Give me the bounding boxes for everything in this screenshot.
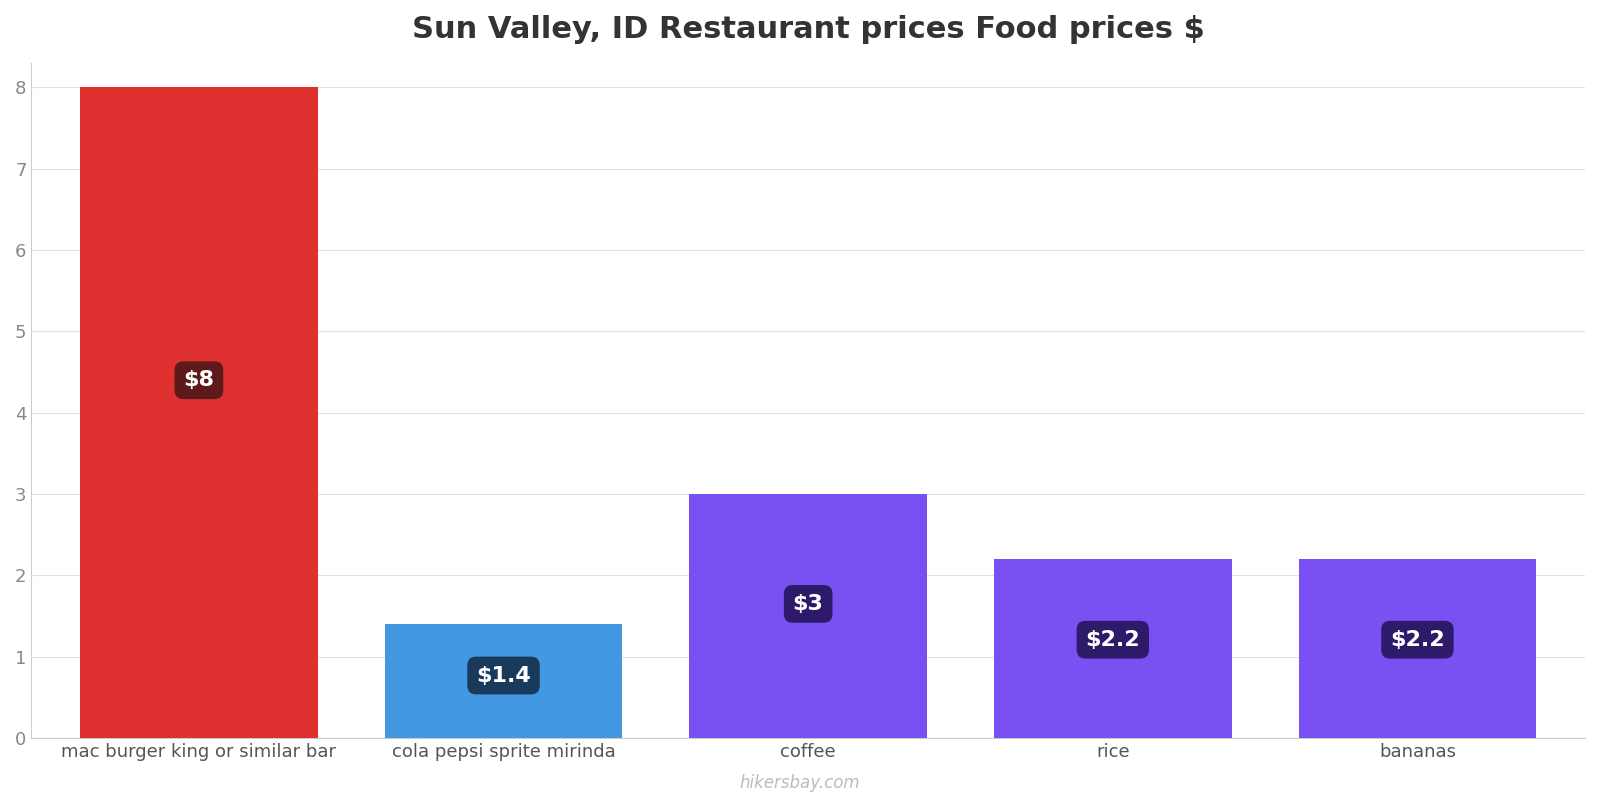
Text: $2.2: $2.2 bbox=[1390, 630, 1445, 650]
Bar bbox=[690, 494, 926, 738]
Text: $3: $3 bbox=[792, 594, 824, 614]
Title: Sun Valley, ID Restaurant prices Food prices $: Sun Valley, ID Restaurant prices Food pr… bbox=[411, 15, 1205, 44]
Bar bbox=[384, 624, 622, 738]
Text: hikersbay.com: hikersbay.com bbox=[739, 774, 861, 792]
Bar bbox=[80, 87, 318, 738]
Text: $2.2: $2.2 bbox=[1085, 630, 1141, 650]
Bar bbox=[1299, 559, 1536, 738]
Bar bbox=[994, 559, 1232, 738]
Text: $8: $8 bbox=[184, 370, 214, 390]
Text: $1.4: $1.4 bbox=[477, 666, 531, 686]
